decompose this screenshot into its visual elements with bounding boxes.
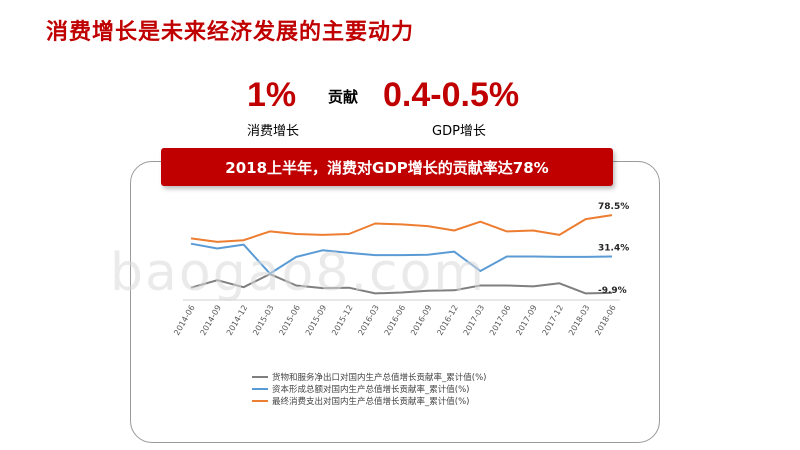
legend-label: 资本形成总额对国内生产总值增长贡献率_累计值(%) <box>272 385 470 395</box>
legend-item-net-exports: 货物和服务净出口对国内生产总值增长贡献率_累计值(%) <box>252 371 486 383</box>
x-tick-label: 2015-09 <box>304 304 329 337</box>
end-data-label: 31.4% <box>598 244 629 254</box>
page-title: 消费增长是未来经济发展的主要动力 <box>46 20 415 45</box>
gdp-growth-label: GDP增长 <box>432 124 486 139</box>
x-tick-label: 2016-06 <box>383 304 408 337</box>
contribution-word: 贡献 <box>328 88 359 106</box>
chart-frame <box>130 161 660 443</box>
legend-label: 最终消费支出对国内生产总值增长贡献率_累计值(%) <box>272 397 470 407</box>
x-tick-label: 2014-06 <box>172 304 197 337</box>
x-tick-label: 2015-06 <box>277 304 302 337</box>
chart-legend: 货物和服务净出口对国内生产总值增长贡献率_累计值(%) 资本形成总额对国内生产总… <box>252 371 486 407</box>
end-data-label: 78.5% <box>598 202 629 212</box>
series-line-2 <box>190 214 613 243</box>
consumption-growth-label: 消费增长 <box>247 124 300 139</box>
legend-swatch-blue <box>252 388 268 390</box>
x-tick-label: 2017-12 <box>541 304 566 337</box>
x-tick-label: 2015-12 <box>330 304 355 337</box>
x-tick-label: 2014-09 <box>199 304 224 337</box>
x-tick-label: 2017-06 <box>488 304 513 337</box>
consumption-growth-value: 1% <box>247 76 297 114</box>
series-line-1 <box>190 242 613 275</box>
legend-item-final-consumption: 最终消费支出对国内生产总值增长贡献率_累计值(%) <box>252 395 486 407</box>
x-tick-label: 2016-09 <box>409 304 434 337</box>
x-tick-label: 2015-03 <box>251 304 276 337</box>
x-tick-label: 2017-09 <box>514 304 539 337</box>
x-tick-label: 2016-12 <box>435 304 460 337</box>
legend-label: 货物和服务净出口对国内生产总值增长贡献率_累计值(%) <box>272 373 487 383</box>
x-tick-label: 2014-12 <box>225 304 250 337</box>
x-tick-label: 2017-03 <box>462 304 487 337</box>
gdp-growth-value: 0.4-0.5% <box>383 76 520 114</box>
x-tick-label: 2018-06 <box>593 304 618 337</box>
x-tick-label: 2018-03 <box>567 304 592 337</box>
end-data-label: -9.9% <box>598 286 627 296</box>
series-line-0 <box>190 273 613 295</box>
legend-item-capital-formation: 资本形成总额对国内生产总值增长贡献率_累计值(%) <box>252 383 486 395</box>
headline-banner: 2018上半年，消费对GDP增长的贡献率达78% <box>161 148 613 186</box>
x-tick-label: 2016-03 <box>356 304 381 337</box>
banner-text: 2018上半年，消费对GDP增长的贡献率达78% <box>225 158 549 177</box>
legend-swatch-gray <box>252 376 268 378</box>
watermark: baogao8.com <box>110 243 487 303</box>
legend-swatch-orange <box>252 400 268 402</box>
